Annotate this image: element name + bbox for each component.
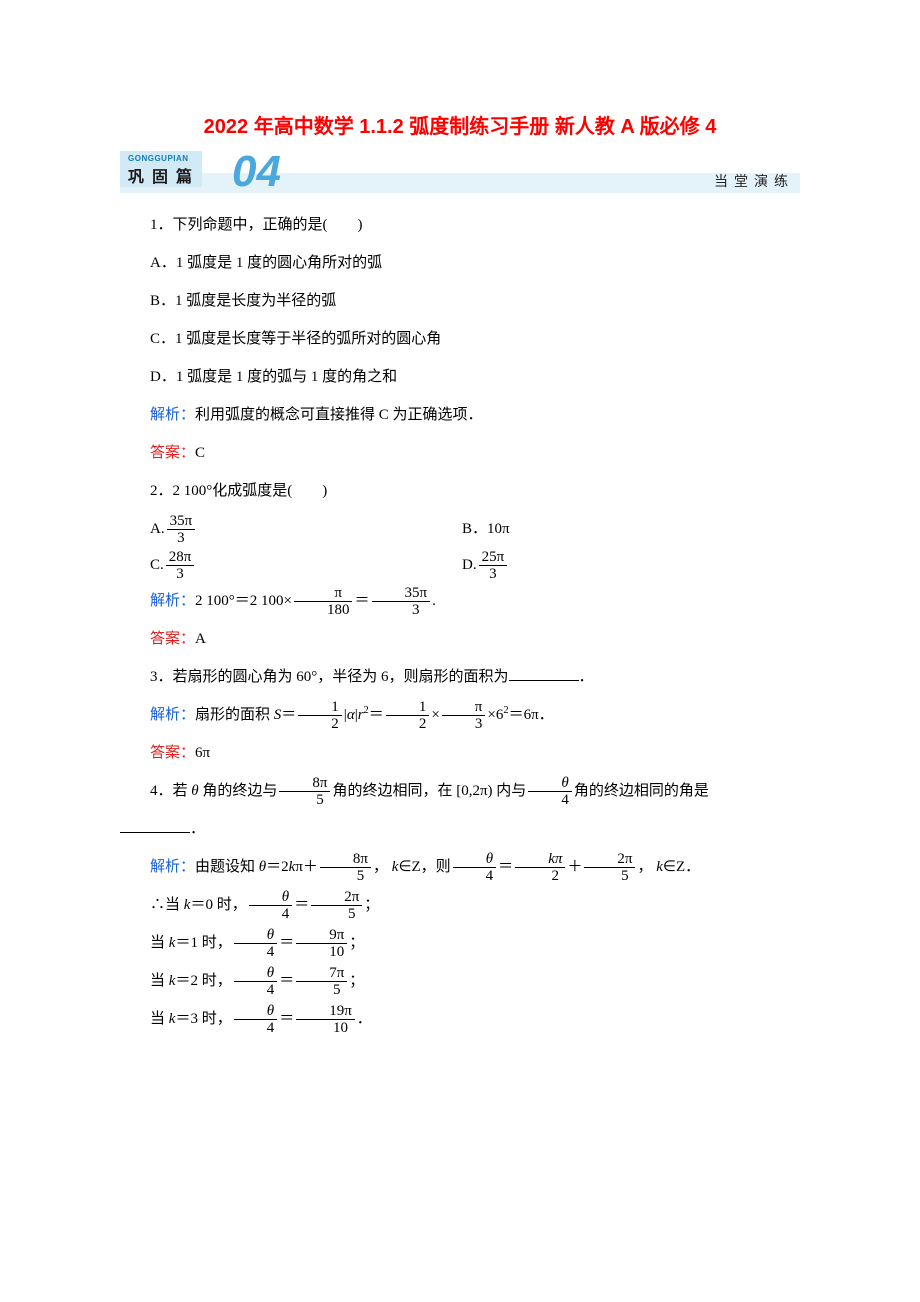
fraction: 2π5 <box>584 851 635 885</box>
q2-option-b: B．10π <box>462 511 774 547</box>
q1-answer-text: C <box>195 445 205 461</box>
fraction: 8π5 <box>279 775 330 809</box>
analysis-label: 解析： <box>150 707 195 723</box>
q2-answer-text: A <box>195 631 206 647</box>
q4-case-2: 当 k＝2 时，θ4＝7π5； <box>120 963 800 999</box>
answer-label: 答案： <box>150 745 195 761</box>
q1-option-a: A．1 弧度是 1 度的圆心角所对的弧 <box>120 245 800 281</box>
fraction: π180 <box>294 585 353 619</box>
q1-option-d: D．1 弧度是 1 度的弧与 1 度的角之和 <box>120 359 800 395</box>
banner-right-label: 当堂演练 <box>714 171 794 191</box>
q1-stem: 1．下列命题中，正确的是( ) <box>120 207 800 243</box>
banner-tab: GONGGUPIAN 巩固篇 <box>120 151 202 187</box>
q4-stem-line2: ． <box>120 811 800 847</box>
q2-option-a: A.35π3 <box>150 511 462 547</box>
page: 2022 年高中数学 1.1.2 弧度制练习手册 新人教 A 版必修 4 GON… <box>0 0 920 1099</box>
banner-tab-pinyin: GONGGUPIAN <box>128 154 200 163</box>
q3-stem: 3．若扇形的圆心角为 60°，半径为 6，则扇形的面积为． <box>120 659 800 695</box>
fraction: θ4 <box>234 1003 278 1037</box>
analysis-label: 解析： <box>150 859 195 875</box>
q4-case-1: 当 k＝1 时，θ4＝9π10； <box>120 925 800 961</box>
fraction: θ4 <box>528 775 572 809</box>
content: 1．下列命题中，正确的是( ) A．1 弧度是 1 度的圆心角所对的弧 B．1 … <box>120 207 800 1037</box>
q4-stem: 4．若 θ 角的终边与8π5角的终边相同，在 [0,2π) 内与θ4角的终边相同… <box>120 773 800 809</box>
banner-bg <box>120 173 800 193</box>
fraction: θ4 <box>234 927 278 961</box>
q4-analysis: 解析：由题设知 θ＝2kπ＋8π5， k∈Z，则θ4＝kπ2＋2π5， k∈Z． <box>120 849 800 885</box>
q2-option-d: D.25π3 <box>462 547 774 583</box>
fraction: 19π10 <box>296 1003 355 1037</box>
answer-label: 答案： <box>150 445 195 461</box>
fraction: 7π5 <box>296 965 347 999</box>
q1-analysis-text: 利用弧度的概念可直接推得 C 为正确选项． <box>195 407 483 423</box>
fraction: 2π5 <box>311 889 362 923</box>
q2-options-row-2: C.28π3 D.25π3 <box>150 547 800 583</box>
fraction: θ4 <box>249 889 293 923</box>
fraction: 25π3 <box>479 549 508 583</box>
page-title: 2022 年高中数学 1.1.2 弧度制练习手册 新人教 A 版必修 4 <box>120 110 800 139</box>
q3-answer-text: 6π <box>195 745 210 761</box>
fraction: 9π10 <box>296 927 347 961</box>
section-banner: GONGGUPIAN 巩固篇 04 当堂演练 <box>120 151 800 193</box>
q2-answer: 答案：A <box>120 621 800 657</box>
blank <box>509 665 579 681</box>
q2-stem: 2．2 100°化成弧度是( ) <box>120 473 800 509</box>
fraction: 28π3 <box>166 549 195 583</box>
q2-analysis: 解析：2 100°＝2 100×π180＝35π3. <box>120 583 800 619</box>
q1-answer: 答案：C <box>120 435 800 471</box>
q1-option-b: B．1 弧度是长度为半径的弧 <box>120 283 800 319</box>
fraction: 35π3 <box>372 585 431 619</box>
q2-option-c: C.28π3 <box>150 547 462 583</box>
analysis-label: 解析： <box>150 407 195 423</box>
fraction: 35π3 <box>167 513 196 547</box>
banner-number: 04 <box>232 147 281 197</box>
q1-option-c: C．1 弧度是长度等于半径的弧所对的圆心角 <box>120 321 800 357</box>
blank <box>120 817 190 833</box>
analysis-label: 解析： <box>150 593 195 609</box>
fraction: 12 <box>386 699 430 733</box>
answer-label: 答案： <box>150 631 195 647</box>
q2-options-row-1: A.35π3 B．10π <box>150 511 800 547</box>
fraction: θ4 <box>453 851 497 885</box>
q3-answer: 答案：6π <box>120 735 800 771</box>
q3-analysis: 解析：扇形的面积 S＝12|α|r2＝12×π3×62＝6π． <box>120 697 800 733</box>
q1-analysis: 解析：利用弧度的概念可直接推得 C 为正确选项． <box>120 397 800 433</box>
q4-case-0: ∴当 k＝0 时，θ4＝2π5； <box>120 887 800 923</box>
fraction: 8π5 <box>320 851 371 885</box>
banner-tab-title: 巩固篇 <box>128 163 200 187</box>
fraction: 12 <box>298 699 342 733</box>
fraction: kπ2 <box>515 851 565 885</box>
fraction: π3 <box>442 699 486 733</box>
fraction: θ4 <box>234 965 278 999</box>
q4-case-3: 当 k＝3 时，θ4＝19π10． <box>120 1001 800 1037</box>
